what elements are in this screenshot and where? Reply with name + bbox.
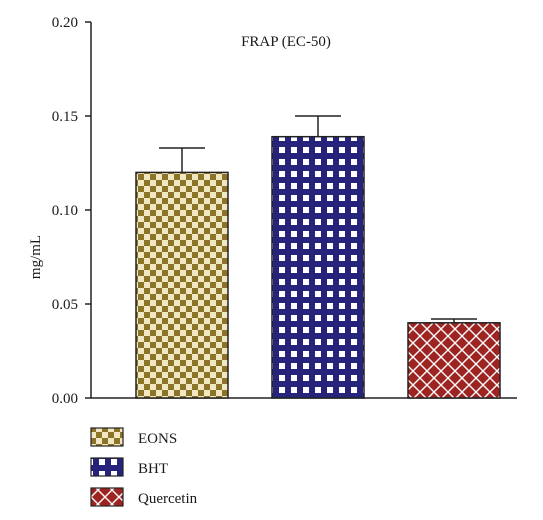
y-tick-label: 0.00 — [52, 391, 78, 407]
legend-swatch-quercetin — [90, 487, 124, 507]
chart-title: FRAP (EC-50) — [241, 34, 331, 50]
legend-swatch-bht — [90, 457, 124, 477]
legend-label-bht: BHT — [138, 461, 168, 477]
legend: EONS BHT Quercetin — [90, 427, 198, 507]
legend-label-eons: EONS — [138, 431, 177, 447]
legend-swatch-eons — [90, 427, 124, 447]
y-tick-label: 0.20 — [52, 15, 78, 31]
legend-label-quercetin: Quercetin — [138, 491, 198, 507]
bar-bht — [271, 135, 365, 399]
y-ticks: 0.00 0.05 0.10 0.15 0.20 — [52, 15, 91, 407]
y-tick-label: 0.15 — [52, 109, 78, 125]
bar-eons — [135, 171, 229, 399]
bars — [135, 115, 501, 399]
y-tick-label: 0.10 — [52, 203, 78, 219]
y-tick-label: 0.05 — [52, 297, 78, 313]
y-axis-label: mg/mL — [28, 235, 44, 279]
bar-quercetin — [407, 322, 501, 399]
